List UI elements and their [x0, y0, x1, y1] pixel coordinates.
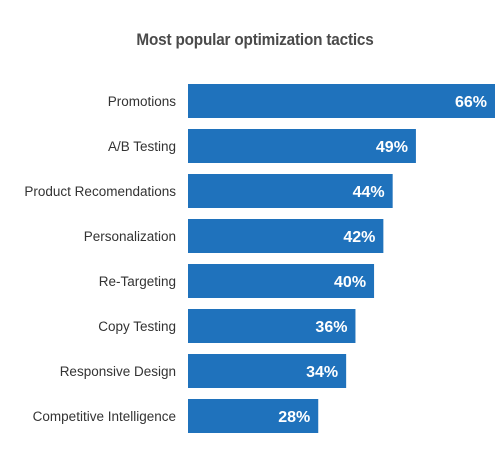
bar-3	[188, 219, 384, 253]
bar-7	[188, 399, 319, 433]
bar-4	[188, 264, 375, 298]
bar-6	[188, 354, 347, 388]
category-label: A/B Testing	[108, 139, 176, 154]
value-label: 36%	[315, 319, 347, 336]
category-label: Product Recomendations	[24, 184, 176, 199]
category-label: Re-Targeting	[99, 274, 176, 289]
value-label: 66%	[455, 94, 487, 111]
category-label: Personalization	[84, 229, 176, 244]
value-label: 42%	[343, 229, 375, 246]
bar-5	[188, 309, 356, 343]
category-label: Copy Testing	[98, 319, 176, 334]
value-label: 34%	[306, 364, 338, 381]
value-label: 28%	[278, 409, 310, 426]
chart-title: Most popular optimization tactics	[136, 30, 374, 49]
category-label: Promotions	[108, 94, 177, 109]
value-label: 40%	[334, 274, 366, 291]
bar-1	[188, 129, 416, 163]
bar-0	[188, 84, 495, 118]
category-label: Responsive Design	[60, 364, 176, 379]
value-label: 49%	[376, 139, 408, 156]
value-label: 44%	[353, 184, 385, 201]
bar-2	[188, 174, 393, 208]
category-label: Competitive Intelligence	[33, 409, 176, 424]
